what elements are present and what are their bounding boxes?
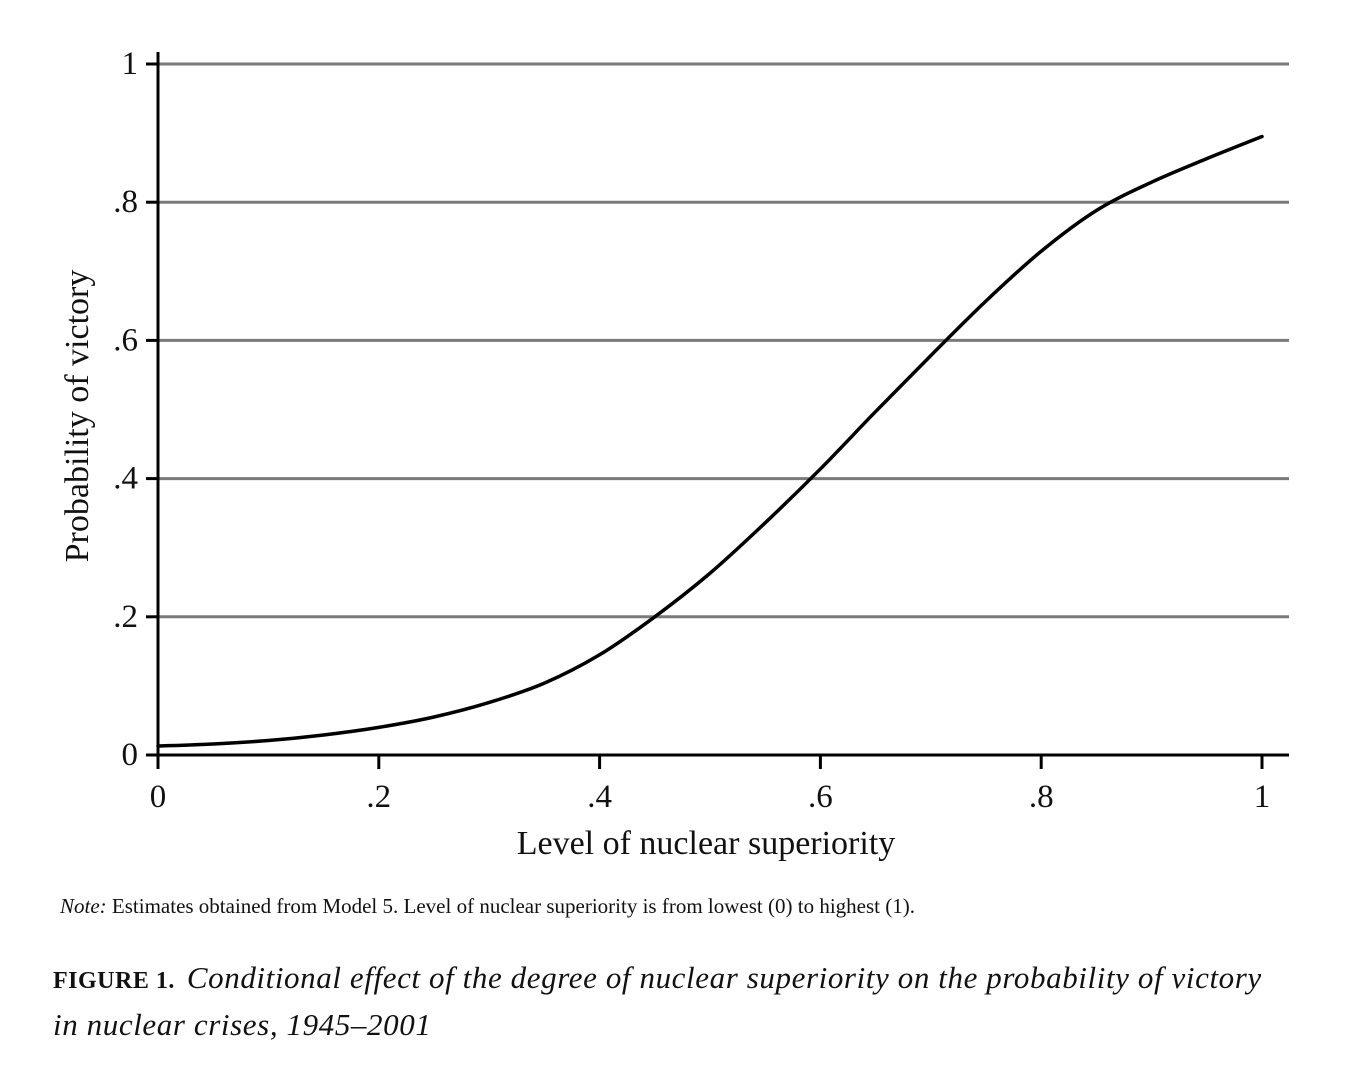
y-tick-label: 0 — [122, 737, 139, 773]
note-label: Note: — [60, 894, 107, 918]
y-tick-label: .6 — [113, 322, 138, 358]
chart: 0 .2 .4 .6 .8 1 0 .2 .4 .6 .8 1 Level of nuclear su… — [59, 46, 1289, 862]
grid-lines — [158, 62, 1289, 619]
figure-note: Note: Estimates obtained from Model 5. L… — [60, 892, 915, 920]
y-tick-label: .8 — [113, 184, 138, 220]
x-tick-label: 1 — [1254, 779, 1271, 815]
x-tick-label: .4 — [587, 779, 612, 815]
ticks: 0 .2 .4 .6 .8 1 0 .2 .4 .6 .8 1 — [113, 46, 1270, 815]
figure-label: FIGURE 1. — [53, 968, 175, 994]
y-tick-label: 1 — [122, 46, 139, 82]
x-tick-label: .8 — [1029, 779, 1054, 815]
figure-caption: FIGURE 1. Conditional effect of the degre… — [53, 956, 1273, 1046]
y-tick-label: .4 — [113, 461, 138, 497]
y-tick-label: .2 — [113, 599, 138, 635]
x-tick-label: .2 — [366, 779, 391, 815]
x-tick-label: .6 — [808, 779, 833, 815]
axes — [156, 52, 1289, 757]
x-tick-label: 0 — [150, 779, 167, 815]
y-axis-label: Probability of victory — [59, 270, 96, 563]
plot-area — [156, 134, 1264, 748]
figure-title: Conditional effect of the degree of nucl… — [53, 960, 1262, 1042]
note-text: Estimates obtained from Model 5. Level o… — [106, 894, 915, 918]
x-axis-label: Level of nuclear superiority — [517, 825, 896, 862]
series-line — [156, 134, 1264, 748]
